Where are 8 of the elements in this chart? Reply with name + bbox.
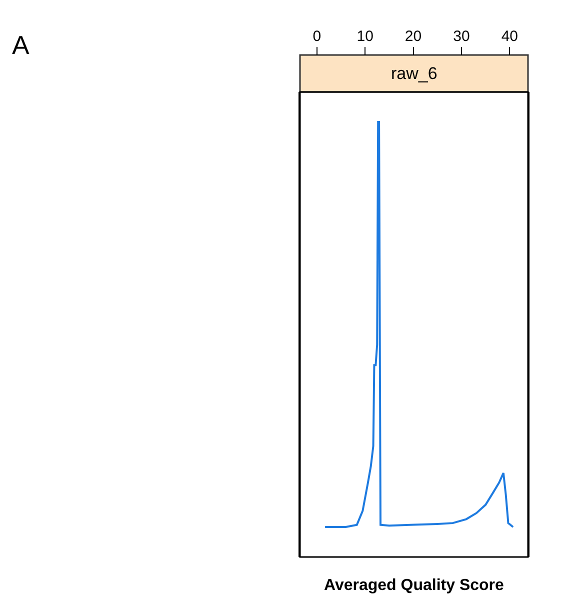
x-tick-label: 0 bbox=[312, 28, 322, 45]
x-axis-title: Averaged Quality Score bbox=[324, 577, 504, 594]
text: A bbox=[12, 30, 30, 60]
chart-title: raw_6 bbox=[391, 64, 438, 83]
x-tick-label: 30 bbox=[453, 28, 470, 45]
x-tick-label: 40 bbox=[501, 28, 518, 45]
x-tick-label: 10 bbox=[356, 28, 374, 45]
x-tick-label: 20 bbox=[404, 28, 422, 45]
